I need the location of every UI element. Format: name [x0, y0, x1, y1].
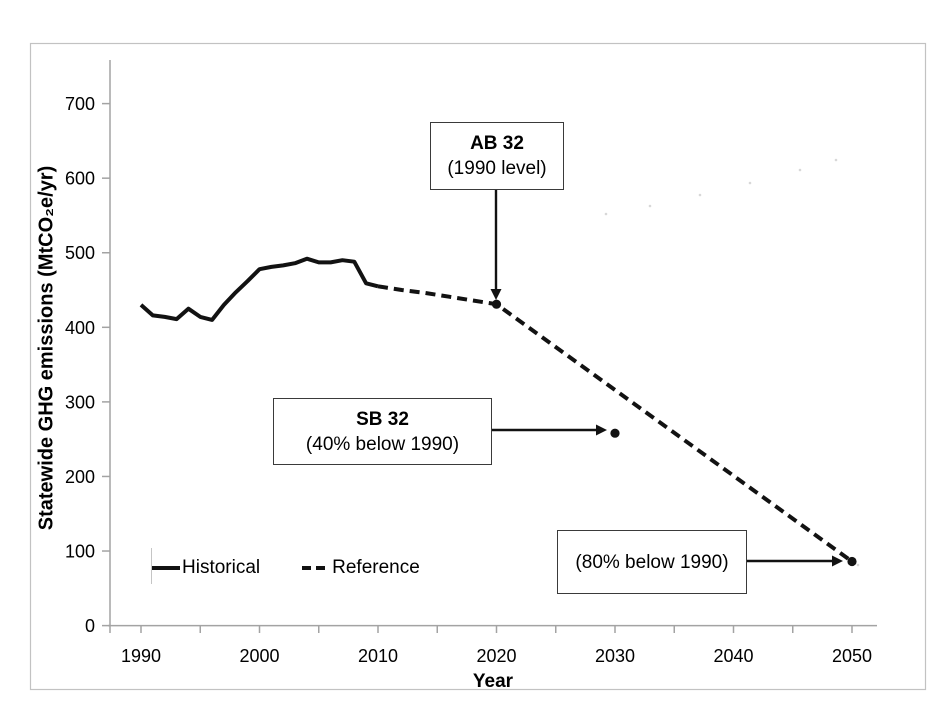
x-tick-label: 2040 — [713, 646, 753, 666]
target-marker — [610, 428, 620, 438]
y-tick-label: 0 — [85, 616, 95, 636]
stray-mark — [856, 563, 860, 567]
historical-series-line — [139, 256, 379, 322]
annotation-ab32-subtitle: (1990 level) — [447, 158, 547, 179]
target-marker — [491, 299, 502, 309]
stray-mark — [748, 181, 752, 185]
x-tick-label: 2020 — [476, 646, 516, 666]
stray-mark — [648, 204, 652, 208]
annotation-box-80-below: (80% below 1990) — [557, 530, 747, 594]
y-tick-label: 700 — [65, 94, 95, 114]
stray-mark — [798, 168, 802, 172]
legend-label-reference: Reference — [332, 557, 420, 578]
annotation-arrow-sb32-head — [596, 424, 607, 436]
y-tick-label: 100 — [65, 542, 95, 562]
reference-line-swatch-icon — [302, 566, 331, 570]
y-tick-label: 600 — [65, 169, 95, 189]
y-tick-label: 300 — [65, 392, 95, 412]
y-tick-label: 500 — [65, 243, 95, 263]
target-marker — [847, 556, 857, 567]
legend-label-historical: Historical — [182, 557, 261, 578]
x-tick-label: 2050 — [832, 646, 872, 666]
stray-mark — [604, 212, 608, 216]
annotation-ab32-title: AB 32 — [470, 133, 524, 154]
annotation-sb32-subtitle: (40% below 1990) — [305, 433, 460, 455]
x-tick-label: 2010 — [358, 646, 398, 666]
legend-item-reference: Reference — [300, 557, 420, 579]
annotation-sb32-title: SB 32 — [356, 408, 409, 430]
annotation-arrow-80-below-head — [832, 555, 843, 567]
figure-border — [29, 42, 927, 691]
y-axis-title: Statewide GHG emissions (MtCO₂e/yr) — [35, 165, 58, 531]
x-axis-title: Year — [472, 671, 514, 692]
annotation-box-ab32: AB 32 (1990 level) — [430, 122, 564, 190]
annotation-arrow-ab32-head — [490, 289, 502, 300]
legend: Historical Reference — [150, 555, 420, 581]
y-tick-label: 400 — [65, 318, 95, 338]
x-tick-label: 2030 — [595, 646, 635, 666]
y-tick-label: 200 — [65, 467, 95, 487]
stray-mark — [698, 193, 702, 197]
historical-line-swatch-icon — [152, 566, 180, 570]
annotation-80-below-text: (80% below 1990) — [575, 551, 729, 573]
legend-item-historical: Historical — [150, 557, 260, 579]
stray-mark — [834, 158, 838, 162]
annotation-box-sb32: SB 32 (40% below 1990) — [273, 398, 492, 465]
x-tick-label: 1990 — [121, 646, 161, 666]
x-tick-label: 2000 — [239, 646, 279, 666]
